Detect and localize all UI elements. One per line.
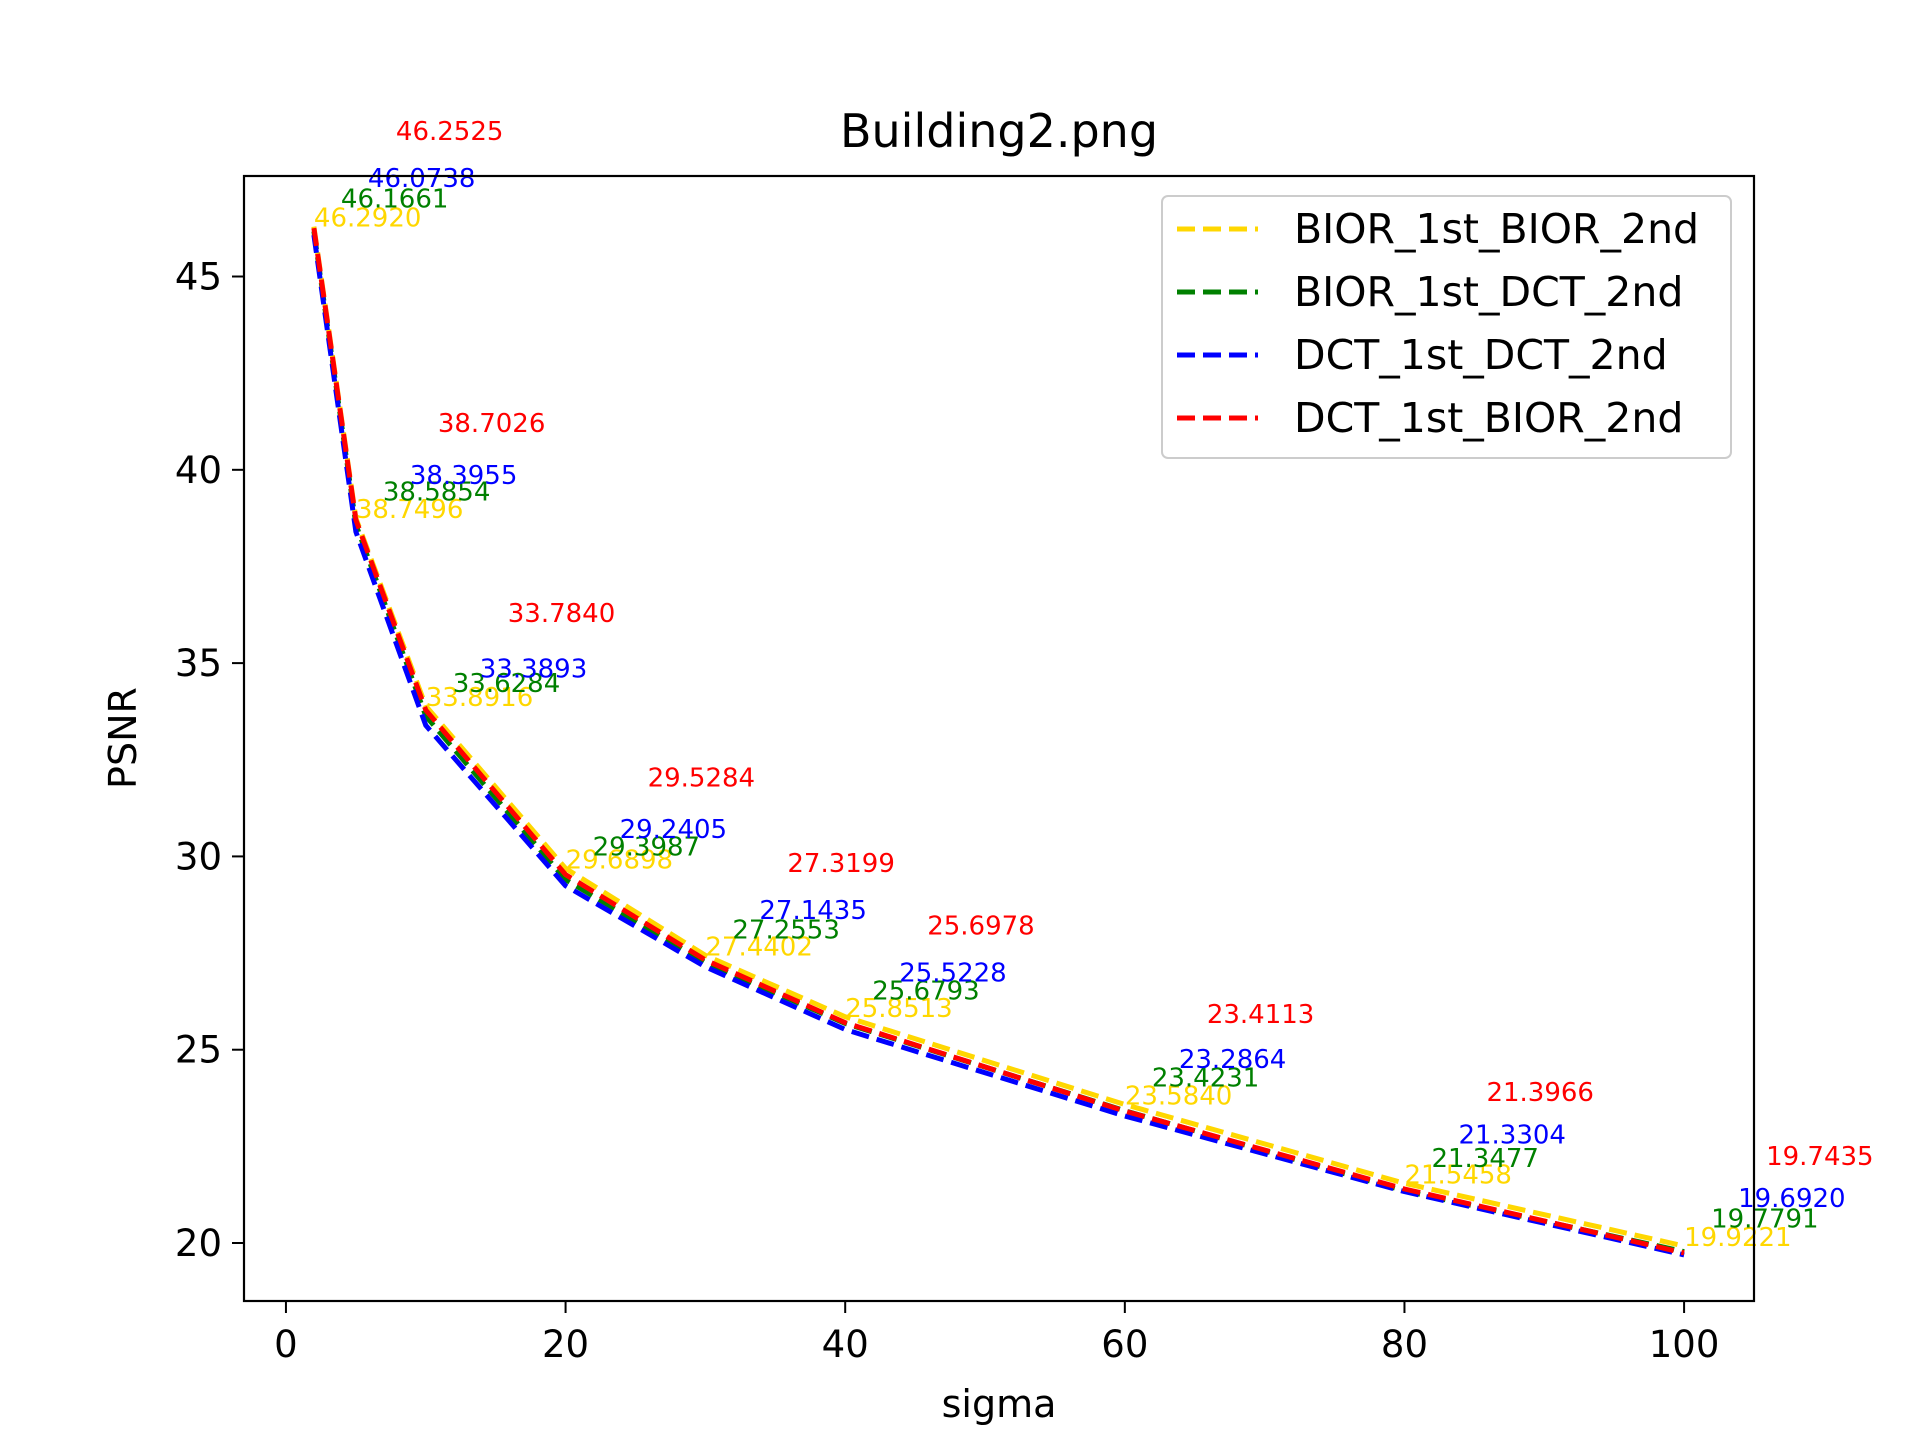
data-label: 46.0738: [368, 164, 476, 194]
data-label: 21.3477: [1431, 1144, 1539, 1174]
y-tick-label: 30: [175, 835, 222, 878]
y-tick-label: 45: [175, 256, 222, 299]
x-tick-label: 0: [274, 1323, 298, 1366]
series-line: [311, 234, 1685, 1258]
data-label: 27.1435: [759, 896, 867, 926]
data-label: 19.6920: [1738, 1184, 1846, 1214]
data-label: 23.4231: [1152, 1064, 1260, 1094]
data-label: 29.6898: [566, 845, 674, 875]
y-axis-label: PSNR: [101, 687, 145, 789]
data-label: 25.6793: [872, 976, 980, 1006]
y-tick-label: 20: [175, 1222, 222, 1265]
data-label: 46.2920: [314, 204, 422, 234]
x-tick-label: 100: [1649, 1323, 1720, 1366]
legend: BIOR_1st_BIOR_2nd BIOR_1st_DCT_2nd DCT_1st…: [1161, 195, 1732, 459]
data-label: 38.5854: [383, 478, 491, 508]
x-tick-label: 80: [1381, 1323, 1428, 1366]
x-axis-label: sigma: [942, 1382, 1057, 1426]
data-label: 27.2553: [732, 916, 840, 946]
data-label: 23.2864: [1179, 1045, 1287, 1075]
data-label: 29.5284: [648, 764, 756, 794]
x-tick-label: 60: [1101, 1323, 1148, 1366]
data-label: 19.7791: [1711, 1205, 1819, 1235]
data-label: 21.3304: [1458, 1121, 1566, 1151]
data-label: 21.3966: [1486, 1078, 1594, 1108]
legend-label: BIOR_1st_DCT_2nd: [1294, 268, 1683, 316]
x-tick-label: 20: [542, 1323, 589, 1366]
legend-frame: [1161, 195, 1732, 459]
data-label: 33.3893: [480, 654, 588, 684]
data-label: 33.8916: [426, 683, 534, 713]
data-label: 46.1661: [341, 184, 449, 214]
x-tick-label: 40: [822, 1323, 869, 1366]
data-label: 33.7840: [508, 599, 616, 629]
data-label: 38.3955: [410, 461, 518, 491]
legend-label: BIOR_1st_BIOR_2nd: [1294, 205, 1699, 253]
data-label: 19.9221: [1684, 1223, 1792, 1253]
plot-area: 46.2920 38.7496 33.8916 29.6898 27.4402 25.85…: [311, 117, 1874, 1258]
data-label: 38.7026: [438, 409, 546, 439]
data-label: 46.2525: [396, 117, 504, 147]
y-tick-label: 25: [175, 1029, 222, 1072]
data-label: 29.2405: [620, 815, 728, 845]
data-label: 29.3987: [593, 833, 701, 863]
y-tick-label: 40: [175, 449, 222, 492]
data-label: 27.4402: [705, 932, 813, 962]
legend-label: DCT_1st_BIOR_2nd: [1294, 394, 1683, 442]
data-label: 23.5840: [1125, 1081, 1233, 1111]
series-line: [311, 227, 1685, 1256]
y-tick-label: 35: [175, 642, 222, 685]
data-label: 23.4113: [1207, 1000, 1315, 1030]
data-label: 21.5458: [1404, 1160, 1512, 1190]
chart-title: Building2.png: [840, 104, 1158, 158]
data-label: 27.3199: [787, 849, 895, 879]
series-line: [311, 226, 1685, 1249]
axes-frame: [242, 174, 1756, 1303]
data-label: 25.5228: [899, 959, 1007, 989]
data-label: 25.6978: [927, 912, 1035, 942]
data-label: 33.6284: [453, 669, 561, 699]
data-label: 25.8513: [845, 994, 953, 1024]
data-label: 38.7496: [356, 495, 464, 525]
data-label: 19.7435: [1766, 1142, 1874, 1172]
axis-ticks: 0 20 40 60 80 100 20 25 30 35 40 45: [175, 256, 1719, 1366]
legend-label: DCT_1st_DCT_2nd: [1294, 331, 1668, 379]
